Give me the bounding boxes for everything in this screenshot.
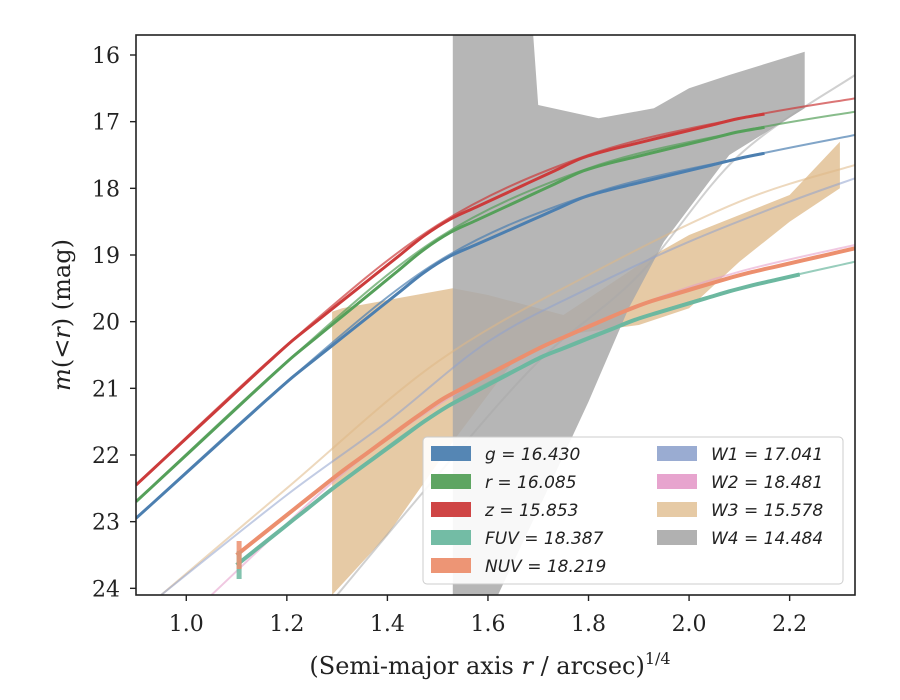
legend-label: g = 16.430 [485,445,580,465]
profile-z [136,112,765,487]
legend-box [422,436,844,585]
curve-w3 [160,164,855,595]
legend-label: r = 16.085 [485,473,577,493]
legend-label: W3 = 15.578 [711,501,823,521]
legend-label: W2 = 18.481 [711,473,823,493]
x-tick-label: 2.0 [672,612,707,637]
band-w3 [332,141,840,595]
y-tick-label: 18 [92,177,120,202]
errbar-nuv [236,541,242,569]
legend-swatch [657,446,697,461]
profile-g [136,151,765,520]
y-axis: 16 17 18 19 20 21 22 23 24 [92,44,136,602]
legend-swatch [431,502,471,517]
legend-swatch [431,558,471,573]
legend-label: NUV = 18.219 [485,557,606,577]
x-tick-label: 1.8 [571,612,606,637]
legend-swatch [657,530,697,545]
legend-label: z = 15.853 [484,501,578,521]
legend-swatch [431,530,471,545]
x-tick-label: 2.2 [772,612,807,637]
profile-fuv [235,272,801,567]
x-tick-label: 1.4 [370,612,405,637]
curve-w1 [160,177,855,595]
x-tick-label: 1.0 [169,612,204,637]
y-tick-label: 17 [92,111,120,136]
legend-swatch [431,474,471,489]
y-tick-label: 22 [92,444,120,469]
legend-label: W1 = 17.041 [711,445,823,465]
y-axis-label: m(<r) (mag) [48,239,76,391]
y-tick-label: 21 [92,377,120,402]
y-tick-label: 19 [92,244,120,269]
x-tick-label: 1.2 [269,612,304,637]
x-axis-label: (Semi-major axis r / arcsec)1/4 [309,649,670,680]
y-tick-label: 23 [92,511,120,536]
legend-swatch [657,502,697,517]
legend-label: W4 = 14.484 [711,529,823,549]
x-tick-label: 1.6 [470,612,505,637]
y-tick-label: 16 [92,44,120,69]
profile-r [136,125,765,503]
y-tick-label: 24 [92,577,120,602]
profile-nuv [235,246,855,557]
y-tick-label: 20 [92,311,120,336]
legend: g = 16.430 r = 16.085 z = 15.853 FUV = 18.3… [422,436,844,585]
plot-frame [135,34,856,596]
x-axis: 1.0 1.2 1.4 1.6 1.8 2.0 2.2 [169,595,807,637]
legend-swatch [431,446,471,461]
legend-swatch [657,474,697,489]
legend-label: FUV = 18.387 [485,529,604,549]
